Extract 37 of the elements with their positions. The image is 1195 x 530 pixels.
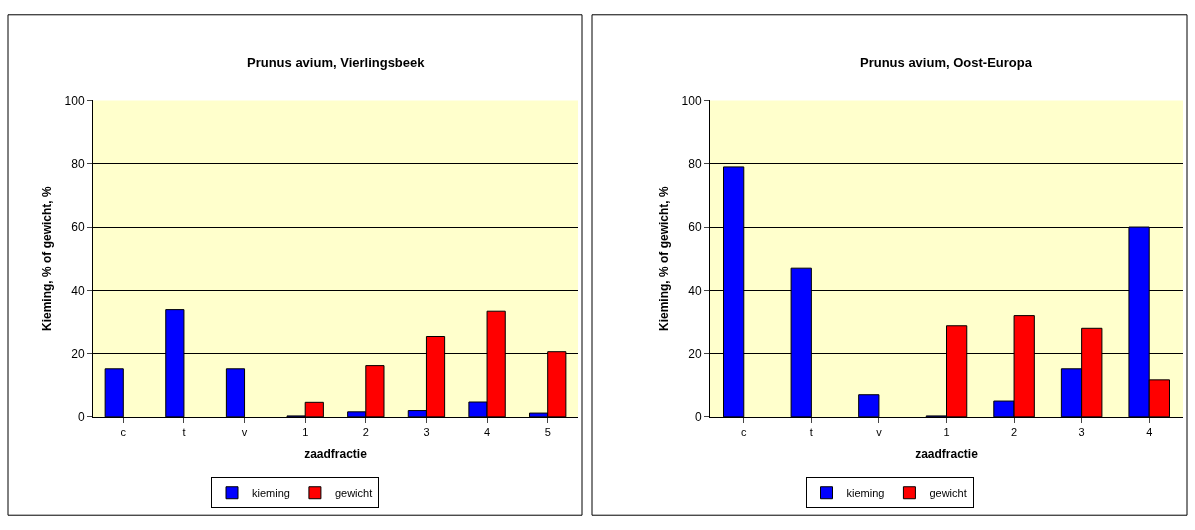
y-tick-label: 100 [64, 93, 85, 108]
y-tick-label: 20 [71, 346, 85, 361]
y-tick-label: 0 [694, 410, 702, 425]
y-tick-label: 80 [688, 156, 702, 171]
y-tick-label: 100 [681, 93, 702, 108]
x-tick-label: 3 [423, 426, 430, 439]
chart-title: Prunus avium, Oost-Europa [860, 55, 1033, 70]
x-tick-label: 4 [1146, 426, 1153, 439]
x-tick-label: 1 [302, 426, 309, 439]
y-tick-label: 60 [71, 220, 85, 235]
x-tick-label: 2 [362, 426, 369, 439]
x-tick-label: 3 [1078, 426, 1085, 439]
x-tick-label: t [809, 426, 813, 439]
y-tick-label: 0 [77, 410, 85, 425]
legend-label: kieming [252, 487, 290, 500]
legend-label: kieming [846, 487, 885, 500]
legend-label: gewicht [334, 487, 373, 500]
y-tick-label: 60 [688, 220, 702, 235]
y-tick-label: 20 [688, 346, 702, 361]
x-tick-label: c [741, 426, 748, 439]
y-axis-title: Kieming, % of gewicht, % [656, 186, 671, 332]
x-tick-label: v [876, 426, 883, 439]
x-axis-title: zaadfractie [304, 446, 368, 461]
x-axis-title: zaadfractie [915, 446, 979, 461]
x-tick-label: 5 [544, 426, 551, 439]
y-axis-title: Kieming, % of gewicht, % [39, 186, 54, 332]
x-tick-label: c [120, 426, 127, 439]
y-tick-label: 40 [688, 283, 702, 298]
x-tick-label: 2 [1011, 426, 1018, 439]
x-tick-label: 1 [943, 426, 950, 439]
x-tick-label: t [182, 426, 186, 439]
y-tick-label: 40 [71, 283, 85, 298]
x-tick-label: 4 [484, 426, 491, 439]
y-tick-label: 80 [71, 156, 85, 171]
x-tick-label: v [241, 426, 248, 439]
chart-title: Prunus avium, Vierlingsbeek [247, 55, 426, 70]
legend-label: gewicht [929, 487, 967, 500]
